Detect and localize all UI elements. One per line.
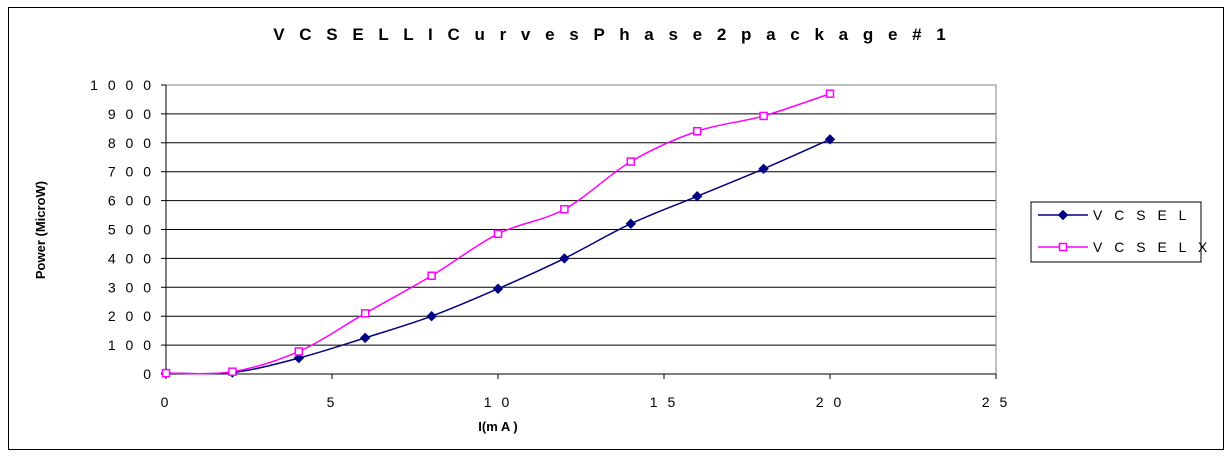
legend: V C S E L V C S E L X <box>1038 207 1211 255</box>
data-point <box>493 229 503 239</box>
x-axis-label: I(m A ) <box>478 419 517 434</box>
chart-title: V C S E L L I C u r v e s P h a s e 2 p … <box>273 25 951 44</box>
y-tick-label: 1 0 0 0 <box>90 77 154 93</box>
x-tick-label: 2 5 <box>982 394 1010 410</box>
data-point <box>759 111 768 121</box>
data-point <box>360 309 370 318</box>
data-point <box>560 205 569 214</box>
data-point <box>228 367 237 376</box>
data-point <box>359 332 371 344</box>
x-tick-label: 0 <box>161 394 172 410</box>
y-tick-label: 7 0 0 <box>108 164 154 180</box>
data-point <box>426 310 437 322</box>
data-point <box>492 283 504 294</box>
y-tick-label: 9 0 0 <box>108 106 154 122</box>
series-layer <box>160 89 836 379</box>
data-point <box>294 347 304 356</box>
x-tick-label: 5 <box>327 394 338 410</box>
data-point <box>293 352 305 364</box>
y-tick-label: 0 <box>143 366 154 382</box>
chart-frame <box>8 7 1224 450</box>
data-point <box>625 218 637 229</box>
legend-label: V C S E L X <box>1093 239 1211 255</box>
y-tick-label: 3 0 0 <box>108 279 154 295</box>
y-tick-label: 5 0 0 <box>108 222 154 238</box>
legend-swatch-marker <box>1058 242 1068 252</box>
y-tick-label: 8 0 0 <box>108 135 154 151</box>
data-point <box>691 191 703 202</box>
data-point <box>825 89 835 98</box>
data-point <box>758 163 769 175</box>
series-line <box>165 138 831 375</box>
x-tick-label: 1 5 <box>650 394 678 410</box>
legend-label: V C S E L <box>1093 207 1190 223</box>
x-tick-label: 1 0 <box>484 394 512 410</box>
y-tick-label: 4 0 0 <box>108 250 154 266</box>
x-axis-ticks: 0 5 1 0 1 5 2 0 2 5 <box>161 85 1010 410</box>
data-point <box>427 271 436 280</box>
y-tick-label: 6 0 0 <box>108 193 154 209</box>
data-point <box>692 126 702 136</box>
legend-swatch-marker <box>1057 209 1069 221</box>
data-point <box>824 134 836 145</box>
data-point <box>626 157 636 166</box>
y-axis-ticks: 0 1 0 0 2 0 0 3 0 0 4 0 0 5 0 0 6 0 0 7 0 0 8 0 … <box>90 77 166 382</box>
x-tick-label: 2 0 <box>816 394 844 410</box>
y-axis-label: Power (MicroW) <box>33 181 48 279</box>
gridlines <box>166 113 996 346</box>
data-point <box>559 253 570 264</box>
series-2 <box>161 89 835 378</box>
legend-box <box>1030 201 1202 263</box>
y-tick-label: 1 0 0 <box>108 337 154 353</box>
y-tick-label: 2 0 0 <box>108 308 154 324</box>
data-point <box>161 368 171 378</box>
